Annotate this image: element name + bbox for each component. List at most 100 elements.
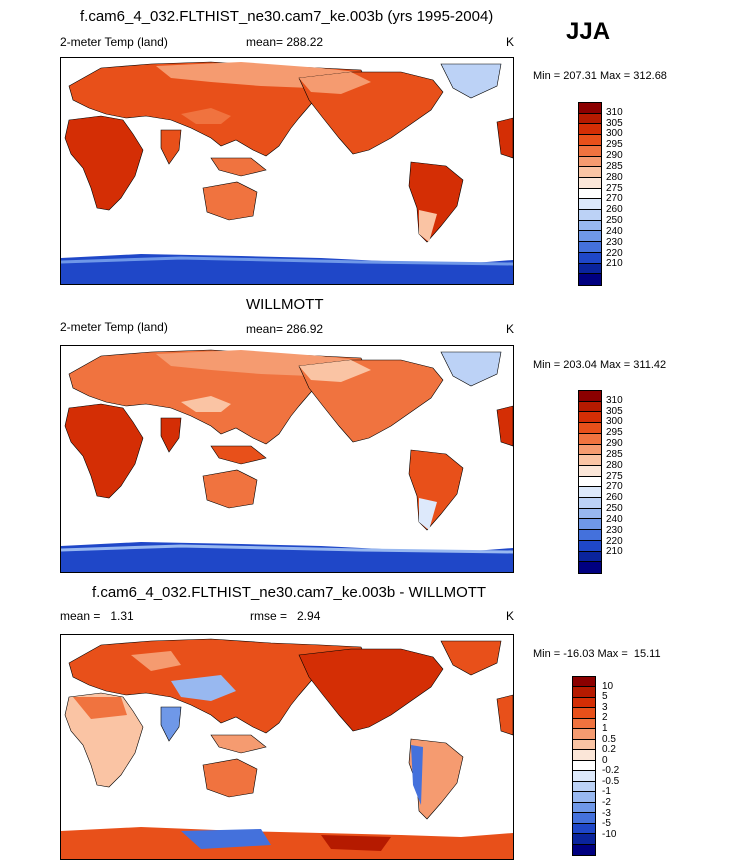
colorbar-swatch <box>579 274 601 285</box>
colorbar-level-label: 3 <box>602 701 608 713</box>
panel-1-mean: mean= 288.22 <box>246 35 324 49</box>
colorbar-swatch <box>579 508 601 520</box>
colorbar-level-label: 240 <box>606 513 623 525</box>
se-asia-islands <box>210 157 267 177</box>
colorbar-level-label: 285 <box>606 448 623 460</box>
colorbar-level-label: 230 <box>606 236 623 248</box>
colorbar-swatch <box>573 729 595 740</box>
colorbar-level-label: 0.2 <box>602 744 616 756</box>
colorbar-swatch <box>579 252 601 264</box>
colorbar-swatch <box>579 444 601 456</box>
panel-2-map <box>60 345 514 573</box>
colorbar-swatch <box>573 844 595 855</box>
colorbar-level-label: 10 <box>602 680 614 692</box>
colorbar-swatch <box>579 540 601 552</box>
panel-2-mean: mean= 286.92 <box>246 322 324 336</box>
patagonia-region <box>419 210 437 242</box>
panel-3-title: f.cam6_4_032.FLTHIST_ne30.cam7_ke.003b -… <box>92 584 487 601</box>
panel-3-colorbar-labels: 10 5 3 2 1 0.5 0.2 0 -0.2 -0.5 -1 -2 -3 -5 -10 <box>602 676 642 856</box>
colorbar-level-label: 295 <box>606 427 623 439</box>
colorbar-swatch <box>579 455 601 466</box>
alaska-region <box>299 72 371 94</box>
colorbar-swatch <box>579 519 601 531</box>
colorbar-swatch <box>573 781 595 793</box>
panel-3-map <box>60 634 514 860</box>
africa-landmass <box>64 692 144 788</box>
colorbar-level-label: 310 <box>606 394 623 406</box>
colorbar-swatch <box>579 465 601 477</box>
africa-landmass <box>64 115 144 211</box>
andes-patch <box>411 745 423 805</box>
colorbar-swatch <box>573 813 595 824</box>
colorbar-level-label: 305 <box>606 117 623 129</box>
colorbar-swatch <box>579 433 601 445</box>
antarctica-coast <box>61 256 513 266</box>
antarctica-warm-patch <box>321 835 391 851</box>
tibet-region <box>181 108 231 124</box>
panel-2-variable: 2-meter Temp (land) <box>60 320 168 334</box>
tibet-region <box>181 396 231 412</box>
central-asia-patch <box>131 651 181 671</box>
colorbar-level-label: 210 <box>606 546 623 558</box>
colorbar-swatch <box>579 391 601 402</box>
iberia-edge <box>496 117 513 159</box>
se-asia-islands <box>210 734 267 754</box>
panel-1-colorbar <box>578 102 602 286</box>
colorbar-swatch <box>573 834 595 845</box>
australia-landmass <box>202 181 258 221</box>
africa-landmass <box>64 403 144 499</box>
panel-2-colorbar <box>578 390 602 574</box>
colorbar-swatch <box>579 199 601 211</box>
colorbar-level-label: 275 <box>606 182 623 194</box>
colorbar-swatch <box>579 156 601 168</box>
colorbar-level-label: 1 <box>602 722 608 734</box>
colorbar-level-label: -2 <box>602 797 611 809</box>
panel-2-title: WILLMOTT <box>246 296 324 313</box>
panel-2-colorbar-labels: 310 305 300 295 290 285 280 275 270 260 250 240 230 2… <box>606 390 646 574</box>
colorbar-level-label: 2 <box>602 712 608 724</box>
colorbar-level-label: -10 <box>602 828 617 840</box>
colorbar-level-label: 260 <box>606 204 623 216</box>
colorbar-swatch <box>579 551 601 563</box>
colorbar-swatch <box>579 412 601 424</box>
colorbar-level-label: 240 <box>606 225 623 237</box>
colorbar-level-label: 220 <box>606 535 623 547</box>
colorbar-swatch <box>579 177 601 189</box>
colorbar-level-label: -3 <box>602 807 611 819</box>
greenland-landmass <box>440 351 502 387</box>
colorbar-swatch <box>573 802 595 814</box>
antarctica-cold-patch <box>181 829 271 849</box>
colorbar-swatch <box>573 771 595 782</box>
colorbar-swatch <box>579 423 601 434</box>
alaska-region <box>299 360 371 382</box>
patagonia-region <box>419 498 437 530</box>
colorbar-level-label: 5 <box>602 691 608 703</box>
colorbar-swatch <box>573 792 595 803</box>
colorbar-swatch <box>573 677 595 688</box>
colorbar-swatch <box>579 401 601 413</box>
colorbar-swatch <box>573 739 595 751</box>
colorbar-level-label: 280 <box>606 171 623 183</box>
sahara-patch <box>73 697 127 719</box>
panel-3-colorbar <box>572 676 596 856</box>
colorbar-level-label: 300 <box>606 128 623 140</box>
colorbar-swatch <box>579 103 601 114</box>
colorbar-swatch <box>579 487 601 499</box>
colorbar-level-label: 230 <box>606 524 623 536</box>
colorbar-level-label: 300 <box>606 416 623 428</box>
antarctica-landmass <box>61 542 513 572</box>
colorbar-level-label: -0.5 <box>602 775 620 787</box>
colorbar-swatch <box>579 562 601 573</box>
greenland-landmass <box>440 640 502 676</box>
se-asia-islands <box>210 445 267 465</box>
india-landmass <box>160 417 182 453</box>
panel-1-variable: 2-meter Temp (land) <box>60 35 168 49</box>
colorbar-swatch <box>573 697 595 709</box>
north-america-landmass <box>298 648 444 732</box>
colorbar-swatch <box>579 220 601 232</box>
iberia-edge <box>496 405 513 447</box>
colorbar-level-label: -1 <box>602 786 611 798</box>
panel-3-mean: mean = 1.31 <box>60 609 134 623</box>
panel-1-units: K <box>506 35 515 49</box>
colorbar-level-label: 280 <box>606 459 623 471</box>
